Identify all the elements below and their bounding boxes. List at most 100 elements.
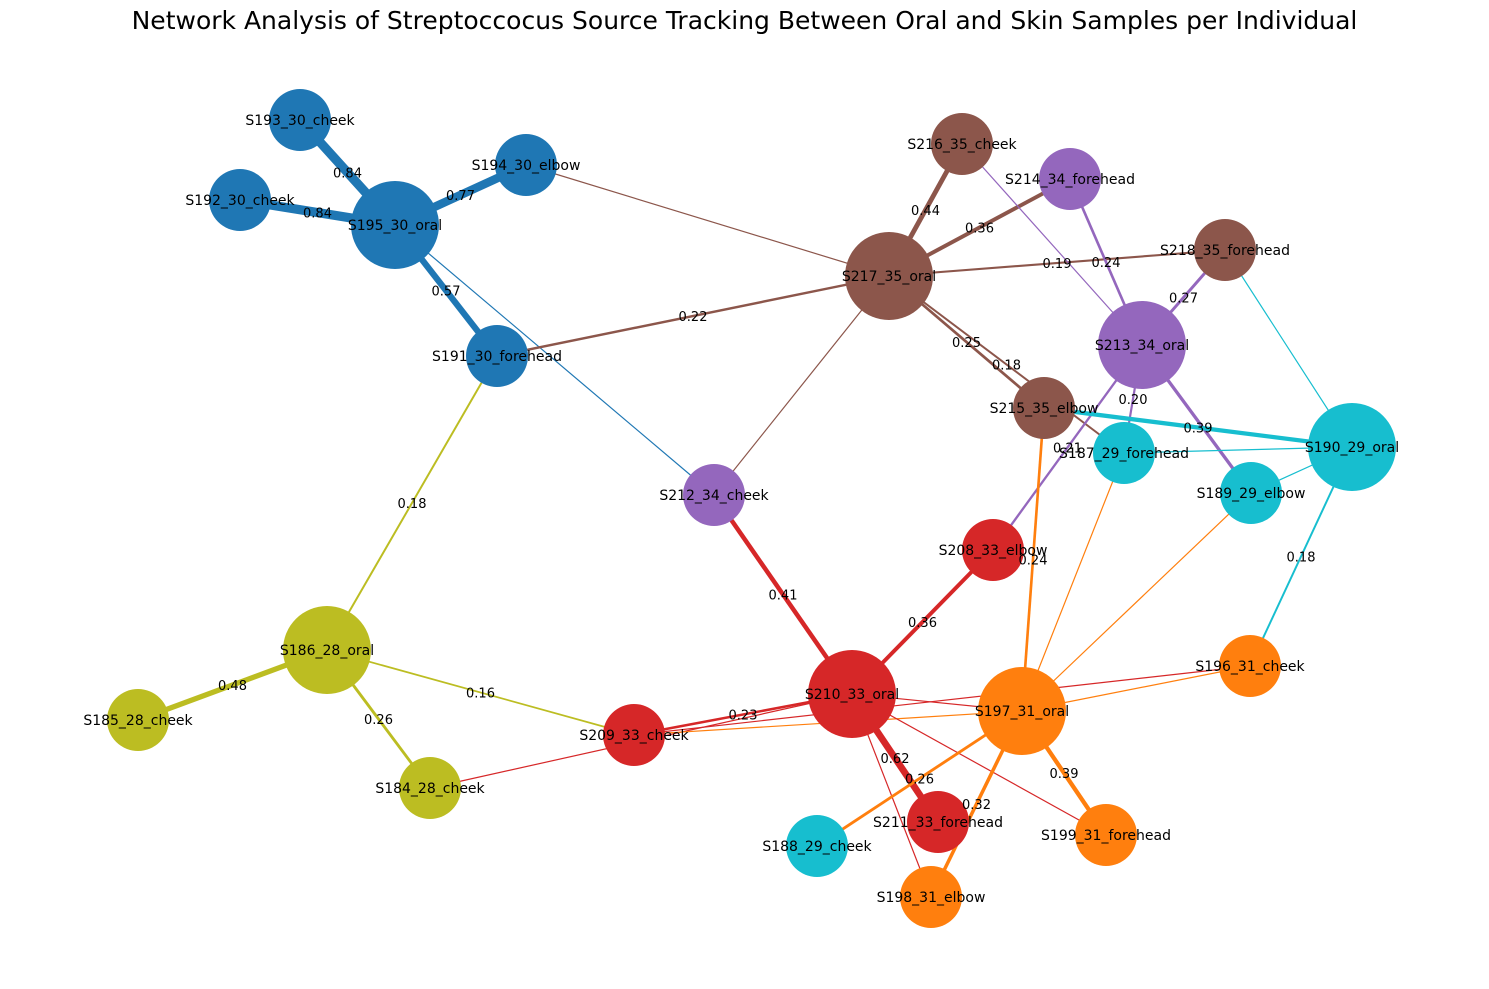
- node-label-s188-29-cheek: S188_29_cheek: [762, 839, 872, 855]
- node-label-s199-31-forehead: S199_31_forehead: [1041, 828, 1171, 844]
- node-label-s209-33-cheek: S209_33_cheek: [579, 728, 689, 744]
- node-s210-33-oral: [808, 650, 896, 738]
- edge-weight-label: 0.84: [333, 167, 362, 182]
- node-label-s186-28-oral: S186_28_oral: [280, 643, 374, 659]
- node-label-s191-30-forehead: S191_30_forehead: [432, 349, 562, 365]
- edge-s217-35-oral-to-s218-35-forehead: [888, 248, 1226, 278]
- edge-weight-label: 0.48: [218, 679, 247, 694]
- edge-layer: [137, 116, 1353, 898]
- node-s214-34-forehead: [1039, 148, 1101, 210]
- node-s188-29-cheek: [786, 815, 848, 877]
- node-label-s187-29-forehead: S187_29_forehead: [1059, 446, 1189, 462]
- node-s192-30-cheek: [209, 169, 271, 231]
- edge-weight-label: 0.19: [1043, 257, 1072, 272]
- node-label-layer: S193_30_cheek S192_30_cheek S194_30_elbow S…: [83, 113, 1399, 906]
- node-s195-30-oral: [351, 181, 439, 269]
- edge-weight-label: 0.57: [432, 285, 461, 300]
- node-label-s189-29-elbow: S189_29_elbow: [1197, 486, 1306, 502]
- node-s185-28-cheek: [107, 689, 169, 751]
- node-label-s214-34-forehead: S214_34_forehead: [1005, 172, 1135, 188]
- edge-s191-30-forehead-to-s217-35-oral: [496, 274, 890, 358]
- node-label-s198-31-elbow: S198_31_elbow: [877, 890, 986, 906]
- node-s218-35-forehead: [1194, 219, 1256, 281]
- edge-weight-label: 0.23: [729, 709, 758, 724]
- node-s212-34-cheek: [683, 464, 745, 526]
- node-label-s208-33-elbow: S208_33_elbow: [939, 543, 1048, 559]
- node-label-s218-35-forehead: S218_35_forehead: [1160, 243, 1290, 259]
- node-s187-29-forehead: [1093, 422, 1155, 484]
- edge-s191-30-forehead-to-s186-28-oral: [326, 355, 498, 651]
- node-label-s192-30-cheek: S192_30_cheek: [185, 193, 295, 209]
- edge-weight-label: 0.25: [952, 336, 981, 351]
- edge-weight-label: 0.84: [303, 207, 332, 222]
- edge-s195-30-oral-to-s212-34-cheek: [394, 224, 715, 496]
- node-s217-35-oral: [845, 232, 933, 320]
- edge-weight-label: 0.41: [769, 589, 798, 604]
- node-label-s196-31-cheek: S196_31_cheek: [1195, 659, 1305, 675]
- node-s211-33-forehead: [907, 791, 969, 853]
- node-s184-28-cheek: [399, 757, 461, 819]
- node-s209-33-cheek: [603, 704, 665, 766]
- node-s191-30-forehead: [466, 325, 528, 387]
- node-s198-31-elbow: [900, 866, 962, 928]
- edge-s187-29-forehead-to-s197-31-oral: [1021, 452, 1125, 712]
- edge-weight-label: 0.44: [911, 204, 940, 219]
- node-label-s210-33-oral: S210_33_oral: [805, 687, 899, 703]
- edge-weight-label: 0.18: [1287, 551, 1316, 566]
- node-label-s216-35-cheek: S216_35_cheek: [907, 137, 1017, 153]
- node-label-s217-35-oral: S217_35_oral: [842, 269, 936, 285]
- edge-weight-label: 0.18: [398, 497, 427, 512]
- edge-weight-label: 0.24: [1019, 554, 1048, 569]
- edge-s209-33-cheek-to-s196-31-cheek: [633, 665, 1251, 736]
- edge-weight-label: 0.18: [992, 359, 1021, 374]
- node-s208-33-elbow: [962, 519, 1024, 581]
- edge-weight-label: 0.62: [881, 752, 910, 767]
- edge-weight-label: 0.36: [965, 222, 994, 237]
- node-label-s193-30-cheek: S193_30_cheek: [245, 113, 355, 129]
- edge-weight-label: 0.16: [466, 687, 495, 702]
- node-s189-29-elbow: [1220, 462, 1282, 524]
- edge-weight-label: 0.39: [1184, 422, 1213, 437]
- node-label-s215-35-elbow: S215_35_elbow: [990, 401, 1099, 417]
- edge-weight-label: 0.26: [905, 773, 934, 788]
- page-title: Network Analysis of Streptoccocus Source…: [131, 6, 1358, 35]
- node-s196-31-cheek: [1219, 635, 1281, 697]
- node-label-s194-30-elbow: S194_30_elbow: [472, 158, 581, 174]
- edge-weight-label: 0.24: [1092, 256, 1121, 271]
- edge-label-layer: 0.84 0.84 0.77 0.57 0.22 0.18 0.44 0.36 0.19 0.25…: [218, 167, 1315, 814]
- node-label-s195-30-oral: S195_30_oral: [348, 218, 442, 234]
- edge-s210-33-oral-to-s199-31-forehead: [851, 693, 1107, 836]
- node-label-s184-28-cheek: S184_28_cheek: [375, 781, 485, 797]
- node-s193-30-cheek: [269, 89, 331, 151]
- edge-weight-label: 0.26: [364, 713, 393, 728]
- edge-s215-35-elbow-to-s190-29-oral: [1043, 405, 1353, 450]
- edge-s186-28-oral-to-s209-33-cheek: [326, 649, 635, 736]
- node-s194-30-elbow: [495, 134, 557, 196]
- node-s213-34-oral: [1098, 301, 1186, 389]
- edge-weight-label: 0.27: [1169, 292, 1198, 307]
- node-label-s212-34-cheek: S212_34_cheek: [659, 488, 769, 504]
- edge-weight-label: 0.20: [1119, 393, 1148, 408]
- node-label-s213-34-oral: S213_34_oral: [1095, 338, 1189, 354]
- node-s186-28-oral: [283, 606, 371, 694]
- edge-s216-35-cheek-to-s213-34-oral: [961, 143, 1143, 346]
- node-s197-31-oral: [978, 667, 1066, 755]
- edge-weight-label: 0.21: [1053, 442, 1082, 457]
- node-s199-31-forehead: [1075, 804, 1137, 866]
- edge-weight-label: 0.36: [908, 616, 937, 631]
- edge-weight-label: 0.32: [962, 798, 991, 813]
- node-label-s190-29-oral: S190_29_oral: [1305, 440, 1399, 456]
- node-s216-35-cheek: [931, 113, 993, 175]
- node-label-s211-33-forehead: S211_33_forehead: [873, 815, 1003, 831]
- edge-s194-30-elbow-to-s217-35-oral: [525, 164, 890, 277]
- edge-weight-label: 0.22: [679, 310, 708, 325]
- edge-s189-29-elbow-to-s197-31-oral: [1021, 492, 1252, 712]
- node-label-s185-28-cheek: S185_28_cheek: [83, 713, 193, 729]
- node-s190-29-oral: [1308, 403, 1396, 491]
- node-s215-35-elbow: [1013, 377, 1075, 439]
- node-layer: [107, 89, 1396, 928]
- edge-weight-label: 0.39: [1050, 767, 1079, 782]
- node-label-s197-31-oral: S197_31_oral: [975, 704, 1069, 720]
- edge-s215-35-elbow-to-s197-31-oral: [1020, 407, 1046, 712]
